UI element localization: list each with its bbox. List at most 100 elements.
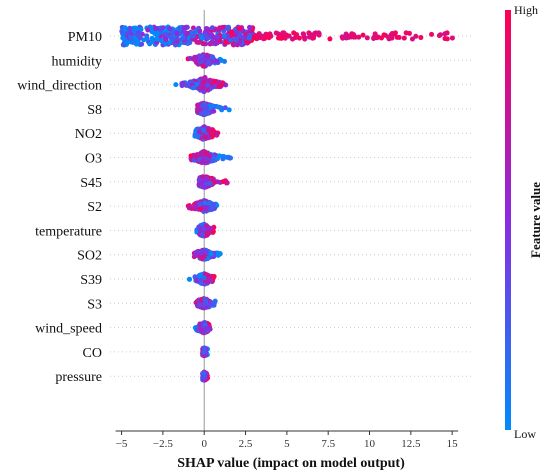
- shap-dot: [237, 25, 243, 31]
- shap-dot: [199, 159, 205, 164]
- shap-dot: [210, 34, 216, 40]
- row-guides: [110, 35, 472, 377]
- shap-dot: [242, 32, 248, 38]
- shap-dot: [389, 30, 395, 36]
- shap-dot: [172, 42, 178, 48]
- shap-dot: [228, 33, 234, 39]
- shap-dot: [327, 36, 333, 42]
- shap-dot: [199, 180, 205, 186]
- shap-dot: [247, 25, 253, 31]
- shap-dot: [187, 204, 193, 210]
- shap-dot: [225, 26, 231, 32]
- shap-dot: [147, 41, 153, 47]
- shap-dot: [418, 35, 424, 41]
- shap-dot: [214, 58, 220, 64]
- shap-dot: [343, 31, 349, 37]
- shap-dot: [198, 327, 204, 333]
- shap-dot: [437, 32, 443, 38]
- x-tick-label: 7.5: [321, 438, 335, 450]
- shap-dot: [202, 374, 208, 380]
- shap-dot: [378, 35, 384, 41]
- x-tick-label: 10: [364, 438, 376, 450]
- shap-dot: [360, 32, 366, 38]
- shap-dot: [194, 81, 200, 87]
- shap-dot: [173, 82, 179, 88]
- shap-dot: [144, 35, 150, 41]
- shap-dot: [197, 201, 203, 207]
- shap-dot: [195, 102, 201, 108]
- shap-dot: [166, 40, 172, 46]
- shap-dot: [197, 28, 203, 34]
- shap-dot: [442, 31, 448, 37]
- shap-dot: [124, 40, 130, 46]
- colorbar-title: Feature value: [528, 182, 543, 258]
- shap-dot: [119, 28, 125, 34]
- shap-dot: [221, 28, 227, 34]
- shap-dot: [211, 108, 217, 114]
- shap-dot: [223, 39, 229, 45]
- x-tick-label: 15: [447, 438, 459, 450]
- shap-dot: [125, 31, 131, 37]
- shap-dot: [233, 37, 239, 43]
- shap-dot: [153, 26, 159, 32]
- shap-dot: [403, 30, 409, 36]
- shap-dot: [195, 106, 201, 112]
- shap-dot: [190, 85, 196, 91]
- shap-dot: [203, 297, 209, 303]
- feature-label: pressure: [55, 370, 102, 385]
- shap-dot: [159, 38, 165, 44]
- shap-dot: [135, 33, 141, 39]
- shap-dot: [352, 34, 358, 40]
- feature-label: O3: [85, 152, 102, 167]
- shap-dot: [220, 179, 226, 185]
- shap-dot: [203, 249, 209, 255]
- shap-dot: [214, 40, 220, 46]
- shap-dot: [218, 25, 224, 31]
- shap-dot: [215, 250, 221, 256]
- shap-dot: [187, 40, 193, 46]
- shap-dot: [201, 370, 206, 376]
- shap-dot: [201, 345, 207, 351]
- feature-label: temperature: [35, 224, 102, 239]
- shap-dot: [281, 30, 287, 36]
- shap-dot: [131, 27, 137, 33]
- feature-label: wind_speed: [35, 322, 102, 337]
- shap-dot: [429, 31, 435, 37]
- shap-dot: [276, 35, 282, 41]
- shap-dot: [214, 34, 220, 40]
- shap-dot: [198, 226, 204, 232]
- shap-dot: [139, 41, 145, 47]
- shap-dot: [196, 85, 202, 91]
- shap-dot: [131, 39, 137, 45]
- shap-dot: [234, 42, 240, 48]
- x-tick-label: 0: [201, 438, 207, 450]
- shap-dot: [413, 33, 419, 39]
- feature-labels: PM10 humidity wind_direction S8 NO2 O3 S45 S2 te…: [17, 30, 102, 385]
- shap-dot: [206, 279, 212, 285]
- feature-label: wind_direction: [17, 79, 102, 94]
- shap-dot: [206, 60, 212, 65]
- shap-dot: [197, 206, 203, 212]
- shap-dot: [204, 150, 210, 156]
- feature-label: S2: [87, 200, 102, 215]
- shap-dot: [220, 80, 226, 86]
- shap-dot: [201, 184, 207, 190]
- shap-dot: [316, 31, 322, 37]
- shap-dot: [290, 36, 296, 42]
- shap-dot: [201, 349, 207, 355]
- shap-dot: [294, 34, 300, 40]
- shap-dot: [195, 134, 201, 140]
- feature-label: SO2: [77, 249, 102, 264]
- shap-dot: [120, 35, 126, 41]
- shap-dot: [200, 63, 206, 69]
- shap-dot: [214, 132, 220, 138]
- shap-dot: [444, 36, 450, 42]
- feature-label: NO2: [75, 127, 102, 142]
- shap-dot: [209, 54, 215, 60]
- shap-dot: [204, 204, 210, 210]
- shap-dot: [210, 158, 216, 164]
- shap-dot: [203, 177, 209, 183]
- shap-dot: [198, 280, 204, 286]
- shap-dot: [198, 272, 204, 278]
